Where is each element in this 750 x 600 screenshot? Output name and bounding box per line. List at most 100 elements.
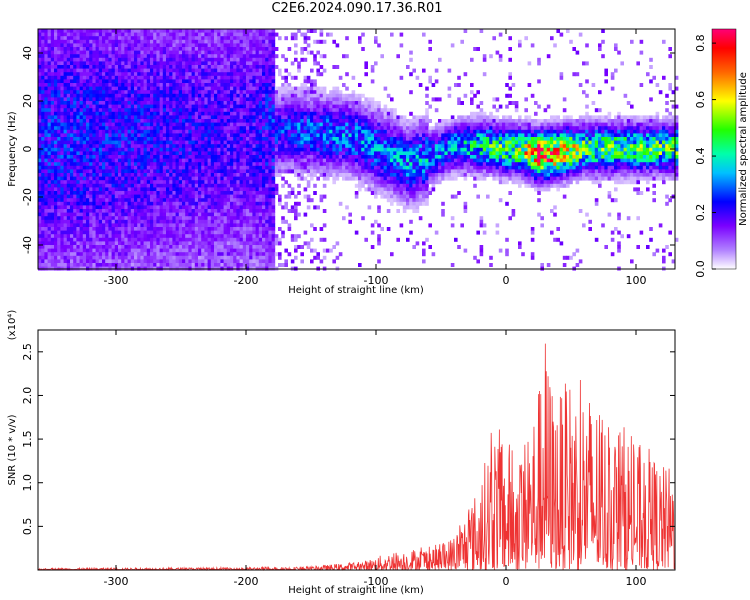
heatmap-cell	[172, 245, 176, 249]
heatmap-cell	[220, 191, 224, 195]
heatmap-cell	[210, 129, 215, 134]
heatmap-cell	[262, 216, 266, 221]
heatmap-cell	[150, 176, 154, 181]
heatmap-cell	[242, 111, 247, 116]
heatmap-cell	[76, 241, 80, 246]
heatmap-cell	[89, 187, 93, 192]
heatmap-cell	[118, 162, 122, 167]
heatmap-cell	[271, 180, 276, 185]
heatmap-cell	[223, 191, 228, 195]
heatmap-cell	[204, 68, 208, 73]
heatmap-cell	[265, 209, 269, 213]
heatmap-cell	[111, 32, 116, 37]
heatmap-cell	[204, 223, 208, 228]
heatmap-cell	[258, 234, 263, 239]
heatmap-cell	[98, 252, 103, 257]
heatmap-cell	[159, 255, 164, 260]
heatmap-cell	[249, 129, 253, 134]
heatmap-cell	[159, 259, 164, 264]
heatmap-cell	[118, 155, 122, 159]
heatmap-cell	[191, 108, 196, 113]
heatmap-cell	[70, 241, 74, 246]
heatmap-cell	[153, 219, 157, 224]
heatmap-cell	[150, 216, 154, 221]
heatmap-cell	[249, 108, 253, 113]
heatmap-cell	[70, 122, 74, 127]
heatmap-cell	[217, 140, 221, 145]
heatmap-cell	[134, 252, 138, 257]
heatmap-cell	[220, 216, 224, 221]
heatmap-cell	[150, 61, 154, 66]
heatmap-cell	[226, 39, 231, 44]
heatmap-cell	[134, 50, 138, 55]
heatmap-cell	[217, 133, 221, 138]
heatmap-cell	[50, 54, 55, 59]
heatmap-cell	[185, 209, 189, 213]
heatmap-cell	[178, 147, 183, 152]
heatmap-cell	[198, 252, 202, 257]
heatmap-cell	[73, 144, 77, 149]
heatmap-cell	[57, 119, 61, 123]
heatmap-cell	[194, 209, 199, 213]
heatmap-cell	[153, 93, 157, 98]
heatmap-cell	[214, 198, 218, 203]
heatmap-cell	[194, 137, 199, 141]
heatmap-cell	[76, 194, 80, 199]
heatmap-cell	[198, 187, 202, 192]
heatmap-cell	[54, 151, 58, 156]
heatmap-cell	[204, 75, 208, 80]
heatmap-cell	[63, 194, 68, 199]
heatmap-cell	[118, 50, 122, 55]
heatmap-cell	[204, 29, 208, 33]
heatmap-cell	[86, 234, 90, 239]
heatmap-cell	[274, 93, 279, 98]
heatmap-cell	[230, 201, 234, 206]
heatmap-cell	[223, 209, 228, 213]
heatmap-cell	[271, 111, 276, 116]
heatmap-cell	[220, 119, 224, 123]
heatmap-cell	[188, 245, 192, 249]
heatmap-cell	[246, 169, 250, 174]
heatmap-cell	[162, 241, 167, 246]
heatmap-cell	[217, 198, 221, 203]
heatmap-cell	[239, 241, 244, 246]
heatmap-cell	[127, 230, 132, 235]
heatmap-cell	[146, 169, 151, 174]
heatmap-cell	[60, 223, 64, 228]
heatmap-cell	[134, 115, 138, 120]
heatmap-cell	[230, 259, 234, 264]
heatmap-cell	[121, 248, 125, 253]
heatmap-cell	[194, 259, 199, 264]
heatmap-cell	[204, 144, 208, 149]
heatmap-cell	[194, 255, 199, 260]
heatmap-cell	[178, 79, 183, 84]
heatmap-cell	[76, 137, 80, 141]
heatmap-cell	[114, 29, 119, 33]
heatmap-cell	[242, 252, 247, 257]
heatmap-cell	[50, 108, 55, 113]
heatmap-cell	[178, 86, 183, 91]
heatmap-cell	[236, 147, 240, 152]
heatmap-cell	[236, 209, 240, 213]
heatmap-cell	[50, 140, 55, 145]
heatmap-cell	[82, 115, 87, 120]
heatmap-cell	[271, 122, 276, 127]
heatmap-cell	[246, 183, 250, 188]
heatmap-cell	[182, 180, 186, 185]
heatmap-cell	[191, 61, 196, 66]
heatmap-cell	[188, 147, 192, 152]
heatmap-cell	[274, 241, 279, 246]
heatmap-cell	[258, 144, 263, 149]
heatmap-cell	[140, 180, 144, 185]
heatmap-cell	[204, 187, 208, 192]
heatmap-cell	[255, 180, 260, 185]
heatmap-cell	[159, 39, 164, 44]
heatmap-cell	[207, 216, 212, 221]
heatmap-cell	[207, 176, 212, 181]
heatmap-cell	[172, 75, 176, 80]
heatmap-cell	[44, 205, 48, 210]
heatmap-cell	[146, 183, 151, 188]
heatmap-cell	[194, 227, 199, 231]
heatmap-cell	[111, 101, 116, 105]
heatmap-cell	[242, 29, 247, 33]
